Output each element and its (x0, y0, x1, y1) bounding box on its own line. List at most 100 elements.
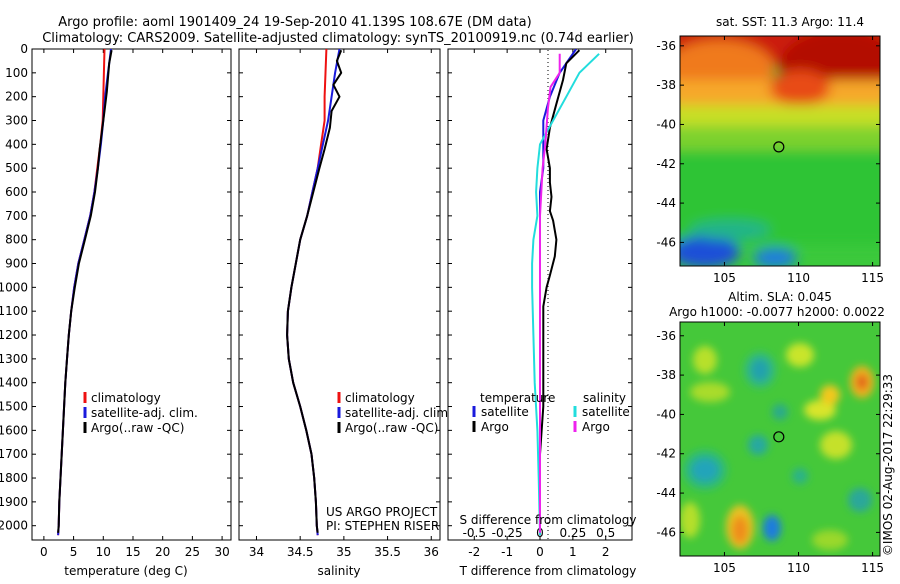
sla-map-axes: 105 110 115 -36 -38 -40 -42 -44 -46 (656, 322, 884, 575)
map-x-tick-label: 110 (787, 561, 810, 575)
argo-location-marker-sla (773, 431, 785, 443)
x-tick-label: 36 (424, 545, 439, 559)
salinity-x-axis: 34 34.5 35 35.5 36 (249, 49, 439, 559)
series-line-salinity-satellite (531, 53, 600, 536)
sla-map-frame (679, 321, 881, 557)
sla-map: Altim. SLA: 0.045 Argo h1000: -0.0077 h2… (656, 290, 885, 575)
legend-salinity-argo: Argo (582, 420, 610, 434)
s-x-tick-label: 0.25 (559, 526, 586, 540)
map-x-tick-label: 105 (713, 271, 736, 285)
x-tick-label: 0 (40, 545, 48, 559)
x-tick-label: 15 (125, 545, 140, 559)
sla-map-field (680, 322, 880, 556)
x-tick-label: 0 (536, 545, 544, 559)
depth-tick-label: 100 (5, 66, 28, 80)
map-y-tick-label: -42 (656, 157, 676, 171)
map-y-tick-label: -46 (656, 235, 676, 249)
temperature-legend: climatology satellite-adj. clim. Argo(..… (83, 391, 198, 435)
sla-low-5 (792, 468, 808, 484)
legend-header-salinity: salinity (583, 391, 626, 405)
x-tick-label: 5 (70, 545, 78, 559)
series-line-argo-raw-qc- (286, 49, 343, 533)
sla-high-1 (693, 346, 717, 374)
sla-low-7 (763, 515, 781, 541)
depth-axis: 0 100 200 300 400 500 600 700 800 900 1000 1100 1200… (0, 42, 231, 533)
sst-yellow-band (680, 105, 880, 130)
map-x-tick-label: 110 (787, 271, 810, 285)
sla-high-8-core (732, 516, 748, 544)
depth-tick-label: 700 (5, 209, 28, 223)
legend-satellite-adj: satellite-adj. clim. (345, 406, 452, 420)
map-y-tick-label: -40 (656, 117, 676, 131)
x-tick-label: 20 (155, 545, 170, 559)
salinity-legend: climatology satellite-adj. clim. Argo(..… (337, 391, 452, 435)
legend-temperature-argo: Argo (481, 420, 509, 434)
sst-red-tongue (770, 70, 830, 106)
x-tick-label: -1 (501, 545, 513, 559)
map-y-tick-label: -36 (656, 39, 676, 53)
depth-tick-label: 800 (5, 233, 28, 247)
difference-depth-ticks (448, 48, 632, 527)
x-tick-label: 30 (214, 545, 229, 559)
sla-low-4-halo (683, 450, 727, 490)
difference-series (531, 49, 600, 536)
sla-high-6 (820, 385, 840, 405)
s-x-tick-label: -0.5 (463, 526, 486, 540)
salinity-series (286, 49, 343, 536)
depth-tick-label: 500 (5, 161, 28, 175)
sst-teal-patch (690, 220, 770, 240)
depth-tick-label: 1900 (0, 495, 28, 509)
depth-tick-label: 2000 (0, 519, 28, 533)
map-x-tick-label: 105 (713, 561, 736, 575)
s-x-tick-label: -0.25 (492, 526, 523, 540)
sla-high-2 (786, 343, 814, 367)
map-y-tick-label: -36 (656, 329, 676, 343)
sla-high-3-core (856, 374, 868, 390)
imos-credit: ©IMOS 02-Aug-2017 22:29:33 (881, 374, 895, 556)
s-x-tick-label: 0.5 (596, 526, 615, 540)
series-line-temperature-argo (539, 49, 581, 533)
series-line-argo-raw-qc- (57, 50, 113, 533)
sst-map-frame (679, 35, 881, 267)
sla-low-1-halo (744, 352, 776, 388)
depth-tick-label: 1200 (0, 328, 28, 342)
x-tick-label: 25 (185, 545, 200, 559)
sla-high-9 (680, 502, 700, 538)
sst-map-title: sat. SST: 11.3 Argo: 11.4 (716, 15, 864, 29)
depth-tick-label: 600 (5, 185, 28, 199)
temperature-plot-frame (31, 48, 232, 541)
depth-tick-label: 300 (5, 114, 28, 128)
salinity-panel: 34 34.5 35 35.5 36 salinity climatology sate… (238, 48, 452, 578)
x-tick-label: 10 (96, 545, 111, 559)
sla-low-6 (848, 488, 872, 512)
x-tick-label: 34.5 (287, 545, 314, 559)
salinity-depth-ticks (239, 48, 440, 527)
depth-tick-label: 1400 (0, 376, 28, 390)
x-tick-label: 35 (336, 545, 351, 559)
depth-tick-label: 1100 (0, 304, 28, 318)
sla-map-title: Altim. SLA: 0.045 (728, 290, 832, 304)
depth-tick-label: 1000 (0, 280, 28, 294)
t-difference-x-label: T difference from climatology (459, 564, 637, 578)
sst-cold-patch-east (753, 248, 797, 266)
map-y-tick-label: -40 (656, 407, 676, 421)
series-line-salinity-argo (539, 53, 561, 533)
sla-high-7 (820, 431, 852, 459)
sla-high-5 (804, 400, 836, 420)
map-y-tick-label: -44 (656, 196, 676, 210)
temperature-series (57, 49, 113, 536)
map-x-tick-label: 115 (861, 561, 884, 575)
legend-climatology: climatology (345, 391, 415, 405)
difference-panel: -2 -1 0 1 2-0.5 -0.25 0 0.25 0.5 T difference fr… (447, 48, 637, 578)
sst-cold-patch-west (680, 236, 740, 266)
x-tick-label: 35.5 (374, 545, 401, 559)
map-y-tick-label: -38 (656, 78, 676, 92)
depth-tick-label: 400 (5, 137, 28, 151)
depth-tick-label: 1800 (0, 471, 28, 485)
salinity-plot-frame (238, 48, 441, 541)
sst-map: sat. SST: 11.3 Argo: 11.4 105 110 115 -36 -3… (656, 15, 884, 285)
depth-tick-label: 0 (20, 42, 28, 56)
difference-legend: temperature salinity satellite Argo sate… (472, 391, 630, 434)
legend-argo: Argo(..raw -QC) (345, 421, 438, 435)
